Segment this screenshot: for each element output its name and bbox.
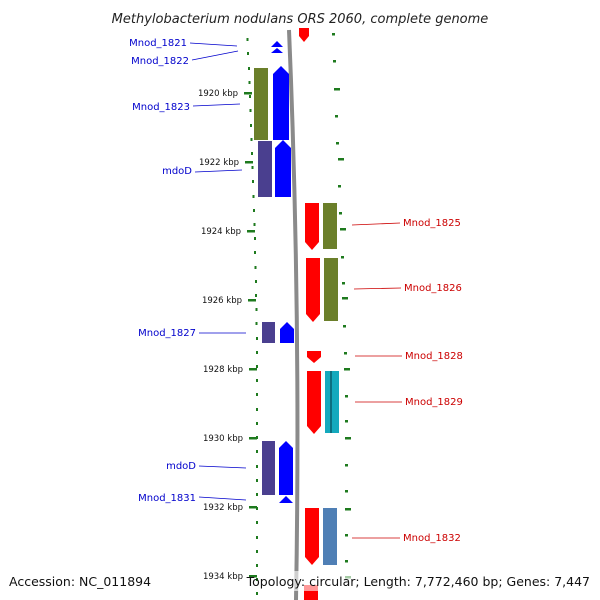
gene-arrow-mnod-1825[interactable]: [305, 203, 319, 250]
leader-line: [198, 496, 247, 501]
leader-line: [198, 465, 247, 469]
gene-arrow-mnod-1832[interactable]: [305, 508, 319, 565]
right-gene-labels: Mnod_1825 Mnod_1826 Mnod_1828 Mnod_1829 …: [351, 218, 463, 544]
gene-label-mnod-1825[interactable]: Mnod_1825: [403, 218, 461, 229]
gene-arrow-top-partial[interactable]: [299, 28, 309, 42]
gene-arrow-mnod-1828[interactable]: [307, 351, 321, 363]
leader-line: [351, 222, 401, 226]
gene-block-mnod-1832[interactable]: [323, 508, 337, 565]
scale-label: 1920 kbp: [198, 89, 238, 99]
gene-block-mdod-2[interactable]: [262, 441, 275, 495]
gene-arrow-mnod-1826[interactable]: [306, 258, 320, 322]
genome-backbone: [287, 29, 300, 600]
gene-block-mnod-1823[interactable]: [254, 68, 268, 140]
gene-label-mnod-1828[interactable]: Mnod_1828: [405, 351, 463, 362]
left-gene-labels: Mnod_1821 Mnod_1822 Mnod_1823 mdoD Mnod_…: [129, 38, 247, 504]
gene-arrow-mnod-1822[interactable]: [271, 48, 283, 53]
scale-label: 1924 kbp: [201, 227, 241, 237]
scale-label: 1932 kbp: [203, 503, 243, 513]
leader-line: [191, 50, 239, 61]
gene-label-mdod-1[interactable]: mdoD: [162, 166, 192, 177]
scale-label: 1930 kbp: [203, 434, 243, 444]
genome-summary-text: Topology: circular; Length: 7,772,460 bp…: [246, 574, 590, 589]
gene-arrow-mdod-2[interactable]: [279, 441, 293, 495]
gene-label-mnod-1827[interactable]: Mnod_1827: [138, 328, 196, 339]
accession-text: Accession: NC_011894: [9, 574, 151, 589]
leader-line: [192, 103, 241, 107]
gene-label-mnod-1823[interactable]: Mnod_1823: [132, 102, 190, 113]
genome-title: Methylobacterium nodulans ORS 2060, comp…: [112, 12, 489, 27]
leader-line: [353, 287, 402, 290]
gene-block-mdod-1[interactable]: [258, 141, 272, 197]
gene-label-mnod-1831[interactable]: Mnod_1831: [138, 493, 196, 504]
gene-block-mnod-1826[interactable]: [324, 258, 338, 321]
gene-arrow-mdod-1[interactable]: [275, 140, 291, 197]
gene-arrow-mnod-1821[interactable]: [271, 41, 283, 47]
gene-label-mnod-1826[interactable]: Mnod_1826: [404, 283, 462, 294]
gene-label-mnod-1821[interactable]: Mnod_1821: [129, 38, 187, 49]
scale-major-ticks: [244, 92, 257, 578]
gene-block-mnod-1829-edge: [330, 371, 332, 433]
gene-label-mnod-1829[interactable]: Mnod_1829: [405, 397, 463, 408]
gene-label-mdod-2[interactable]: mdoD: [166, 461, 196, 472]
scale-label: 1926 kbp: [202, 296, 242, 306]
scale-label: 1928 kbp: [203, 365, 243, 375]
scale-label: 1922 kbp: [199, 158, 239, 168]
scale-label: 1934 kbp: [203, 572, 243, 582]
leader-line: [194, 169, 243, 173]
gene-block-mnod-1825[interactable]: [323, 203, 337, 249]
footer-summary-bg: [258, 571, 594, 591]
gene-arrow-mnod-1823[interactable]: [273, 66, 289, 140]
gene-arrow-mnod-1829[interactable]: [307, 371, 321, 434]
gene-arrow-mnod-1827[interactable]: [280, 322, 294, 343]
gene-label-mnod-1832[interactable]: Mnod_1832: [403, 533, 461, 544]
gene-arrow-mnod-1831[interactable]: [279, 496, 293, 503]
gene-label-mnod-1822[interactable]: Mnod_1822: [131, 56, 189, 67]
gene-block-mnod-1827[interactable]: [262, 322, 275, 343]
leader-line: [189, 42, 238, 47]
scale-labels: 1920 kbp 1922 kbp 1924 kbp 1926 kbp 1928…: [198, 89, 243, 582]
